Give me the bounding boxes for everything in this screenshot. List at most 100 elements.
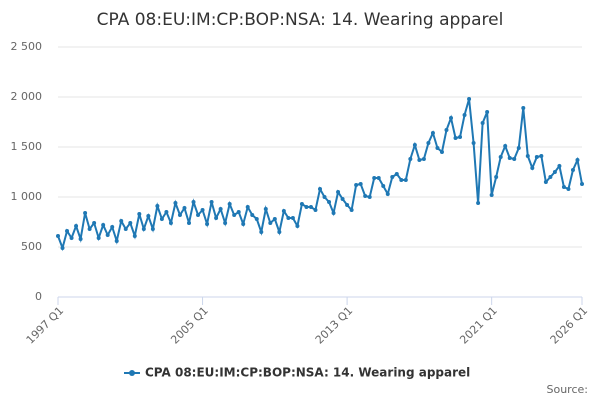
point <box>444 128 449 132</box>
point <box>191 200 196 204</box>
point <box>485 110 490 114</box>
point <box>304 205 309 209</box>
point <box>259 230 264 234</box>
point <box>277 230 282 234</box>
point <box>60 246 65 250</box>
point <box>209 200 214 204</box>
point <box>200 208 205 212</box>
point <box>295 224 300 228</box>
point <box>318 187 322 191</box>
point <box>299 202 304 206</box>
point <box>336 190 341 194</box>
point <box>498 155 503 159</box>
point <box>281 209 286 213</box>
point <box>449 116 453 120</box>
point <box>390 175 395 179</box>
point <box>462 113 467 117</box>
point <box>263 207 268 211</box>
source: Source: <box>547 383 589 396</box>
y-tick-label: 1 500 <box>11 140 43 153</box>
x-tick-label: 2021 Q1 <box>457 304 500 347</box>
point <box>530 166 535 170</box>
y-tick-label: 500 <box>21 240 42 253</box>
point <box>417 158 422 162</box>
point <box>376 176 381 180</box>
point <box>399 178 404 182</box>
point <box>146 214 151 218</box>
point <box>114 239 119 243</box>
point <box>272 217 277 221</box>
point <box>105 233 110 237</box>
point <box>354 183 359 187</box>
point <box>430 131 435 135</box>
point <box>331 211 336 215</box>
point <box>476 201 481 205</box>
point <box>372 176 377 180</box>
point <box>345 203 350 207</box>
x-tick-label: 1997 Q1 <box>24 304 67 347</box>
point <box>575 158 580 162</box>
point <box>245 205 250 209</box>
point <box>340 197 345 201</box>
point <box>439 150 444 154</box>
point <box>503 144 508 148</box>
point <box>566 187 571 191</box>
point <box>489 193 494 197</box>
point <box>137 212 142 216</box>
point <box>56 234 60 238</box>
point <box>507 156 512 160</box>
point <box>268 221 273 225</box>
point <box>155 204 160 208</box>
point <box>232 213 237 217</box>
point <box>381 184 386 188</box>
point <box>385 192 390 196</box>
point <box>141 227 146 231</box>
point <box>78 237 83 241</box>
point <box>408 157 413 161</box>
point <box>254 217 259 221</box>
point <box>177 213 182 217</box>
x-tick-label: 2026 Q1 <box>548 304 591 347</box>
point <box>132 234 137 238</box>
point <box>435 146 440 150</box>
point <box>561 185 566 189</box>
point <box>512 157 517 161</box>
point <box>458 135 463 139</box>
point <box>349 208 354 212</box>
point <box>101 223 106 227</box>
point <box>87 227 92 231</box>
point <box>494 175 499 179</box>
point <box>313 208 318 212</box>
point <box>543 180 548 184</box>
point <box>159 217 164 221</box>
point <box>426 141 431 145</box>
x-tick-label: 2005 Q1 <box>168 304 211 347</box>
point <box>182 206 187 210</box>
point <box>290 216 295 220</box>
x-tick-label: 2013 Q1 <box>313 304 356 347</box>
point <box>119 219 124 223</box>
point <box>69 236 74 240</box>
point <box>96 236 101 240</box>
point <box>421 157 426 161</box>
point <box>123 227 128 231</box>
point <box>74 224 79 228</box>
point <box>205 222 210 226</box>
point <box>250 213 255 217</box>
point <box>128 221 133 225</box>
point <box>552 170 557 174</box>
point <box>110 225 115 229</box>
y-tick-label: 2 000 <box>11 90 43 103</box>
point <box>570 168 575 172</box>
point <box>471 141 476 145</box>
point <box>241 222 246 226</box>
point <box>394 172 399 176</box>
y-tick-label: 2 500 <box>11 40 43 53</box>
point <box>214 216 219 220</box>
point <box>150 227 155 231</box>
point <box>92 221 97 225</box>
point <box>403 178 408 182</box>
point <box>286 216 291 220</box>
point <box>308 205 313 209</box>
line <box>57 98 583 252</box>
